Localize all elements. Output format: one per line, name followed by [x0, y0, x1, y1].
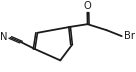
Text: O: O [83, 1, 91, 11]
Text: Br: Br [124, 31, 135, 41]
Text: N: N [0, 32, 8, 42]
